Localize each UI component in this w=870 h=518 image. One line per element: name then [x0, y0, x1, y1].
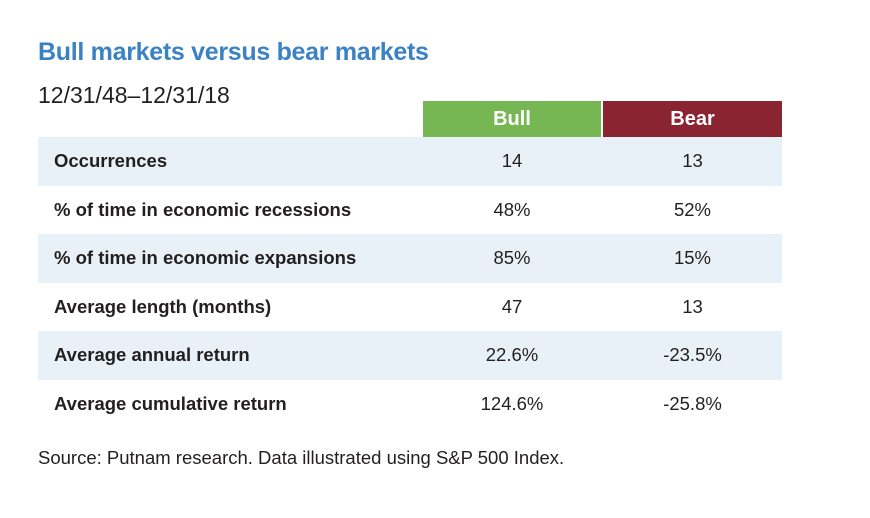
row-label: Average length (months) [54, 295, 272, 317]
header-bull: Bull [423, 101, 601, 137]
row-label: % of time in economic expansions [54, 247, 357, 268]
row-label: Average annual return [54, 344, 250, 365]
bear-value: 13 [682, 150, 703, 171]
row-label: Occurrences [54, 150, 168, 171]
bull-value: 85% [493, 247, 531, 268]
bull-value: 22.6% [485, 344, 539, 365]
header-bear: Bear [603, 101, 782, 137]
table-row: % of time in economic recessions 48% 52% [38, 186, 782, 235]
table-row: Average length (months) 47 13 [38, 283, 782, 332]
bull-value: 48% [493, 198, 531, 220]
table-row: Average cumulative return 124.6% -25.8% [38, 380, 782, 429]
bull-value: 47 [501, 295, 523, 317]
table-header: Bull Bear [38, 101, 782, 137]
bull-value: 14 [501, 150, 523, 171]
chart-title: Bull markets versus bear markets [38, 38, 429, 66]
row-label: % of time in economic recessions [54, 198, 352, 220]
bull-value: 124.6% [480, 392, 544, 414]
table-row: % of time in economic expansions 85% 15% [38, 234, 782, 283]
row-label: Average cumulative return [54, 392, 287, 414]
table-row: Average annual return 22.6% -23.5% [38, 331, 782, 380]
bear-value: -25.8% [663, 392, 722, 414]
comparison-table: Bull Bear Occurrences 14 13 % of time in ec… [38, 101, 782, 428]
table-row: Occurrences 14 13 [38, 137, 782, 186]
source-note: Source: Putnam research. Data illustrate… [38, 447, 565, 468]
date-range-subtitle: 12/31/48–12/31/18 [38, 82, 230, 108]
bear-value: 52% [673, 198, 712, 220]
bear-value: 13 [682, 295, 703, 317]
bear-value: 15% [673, 247, 712, 268]
bear-value: -23.5% [663, 344, 722, 365]
